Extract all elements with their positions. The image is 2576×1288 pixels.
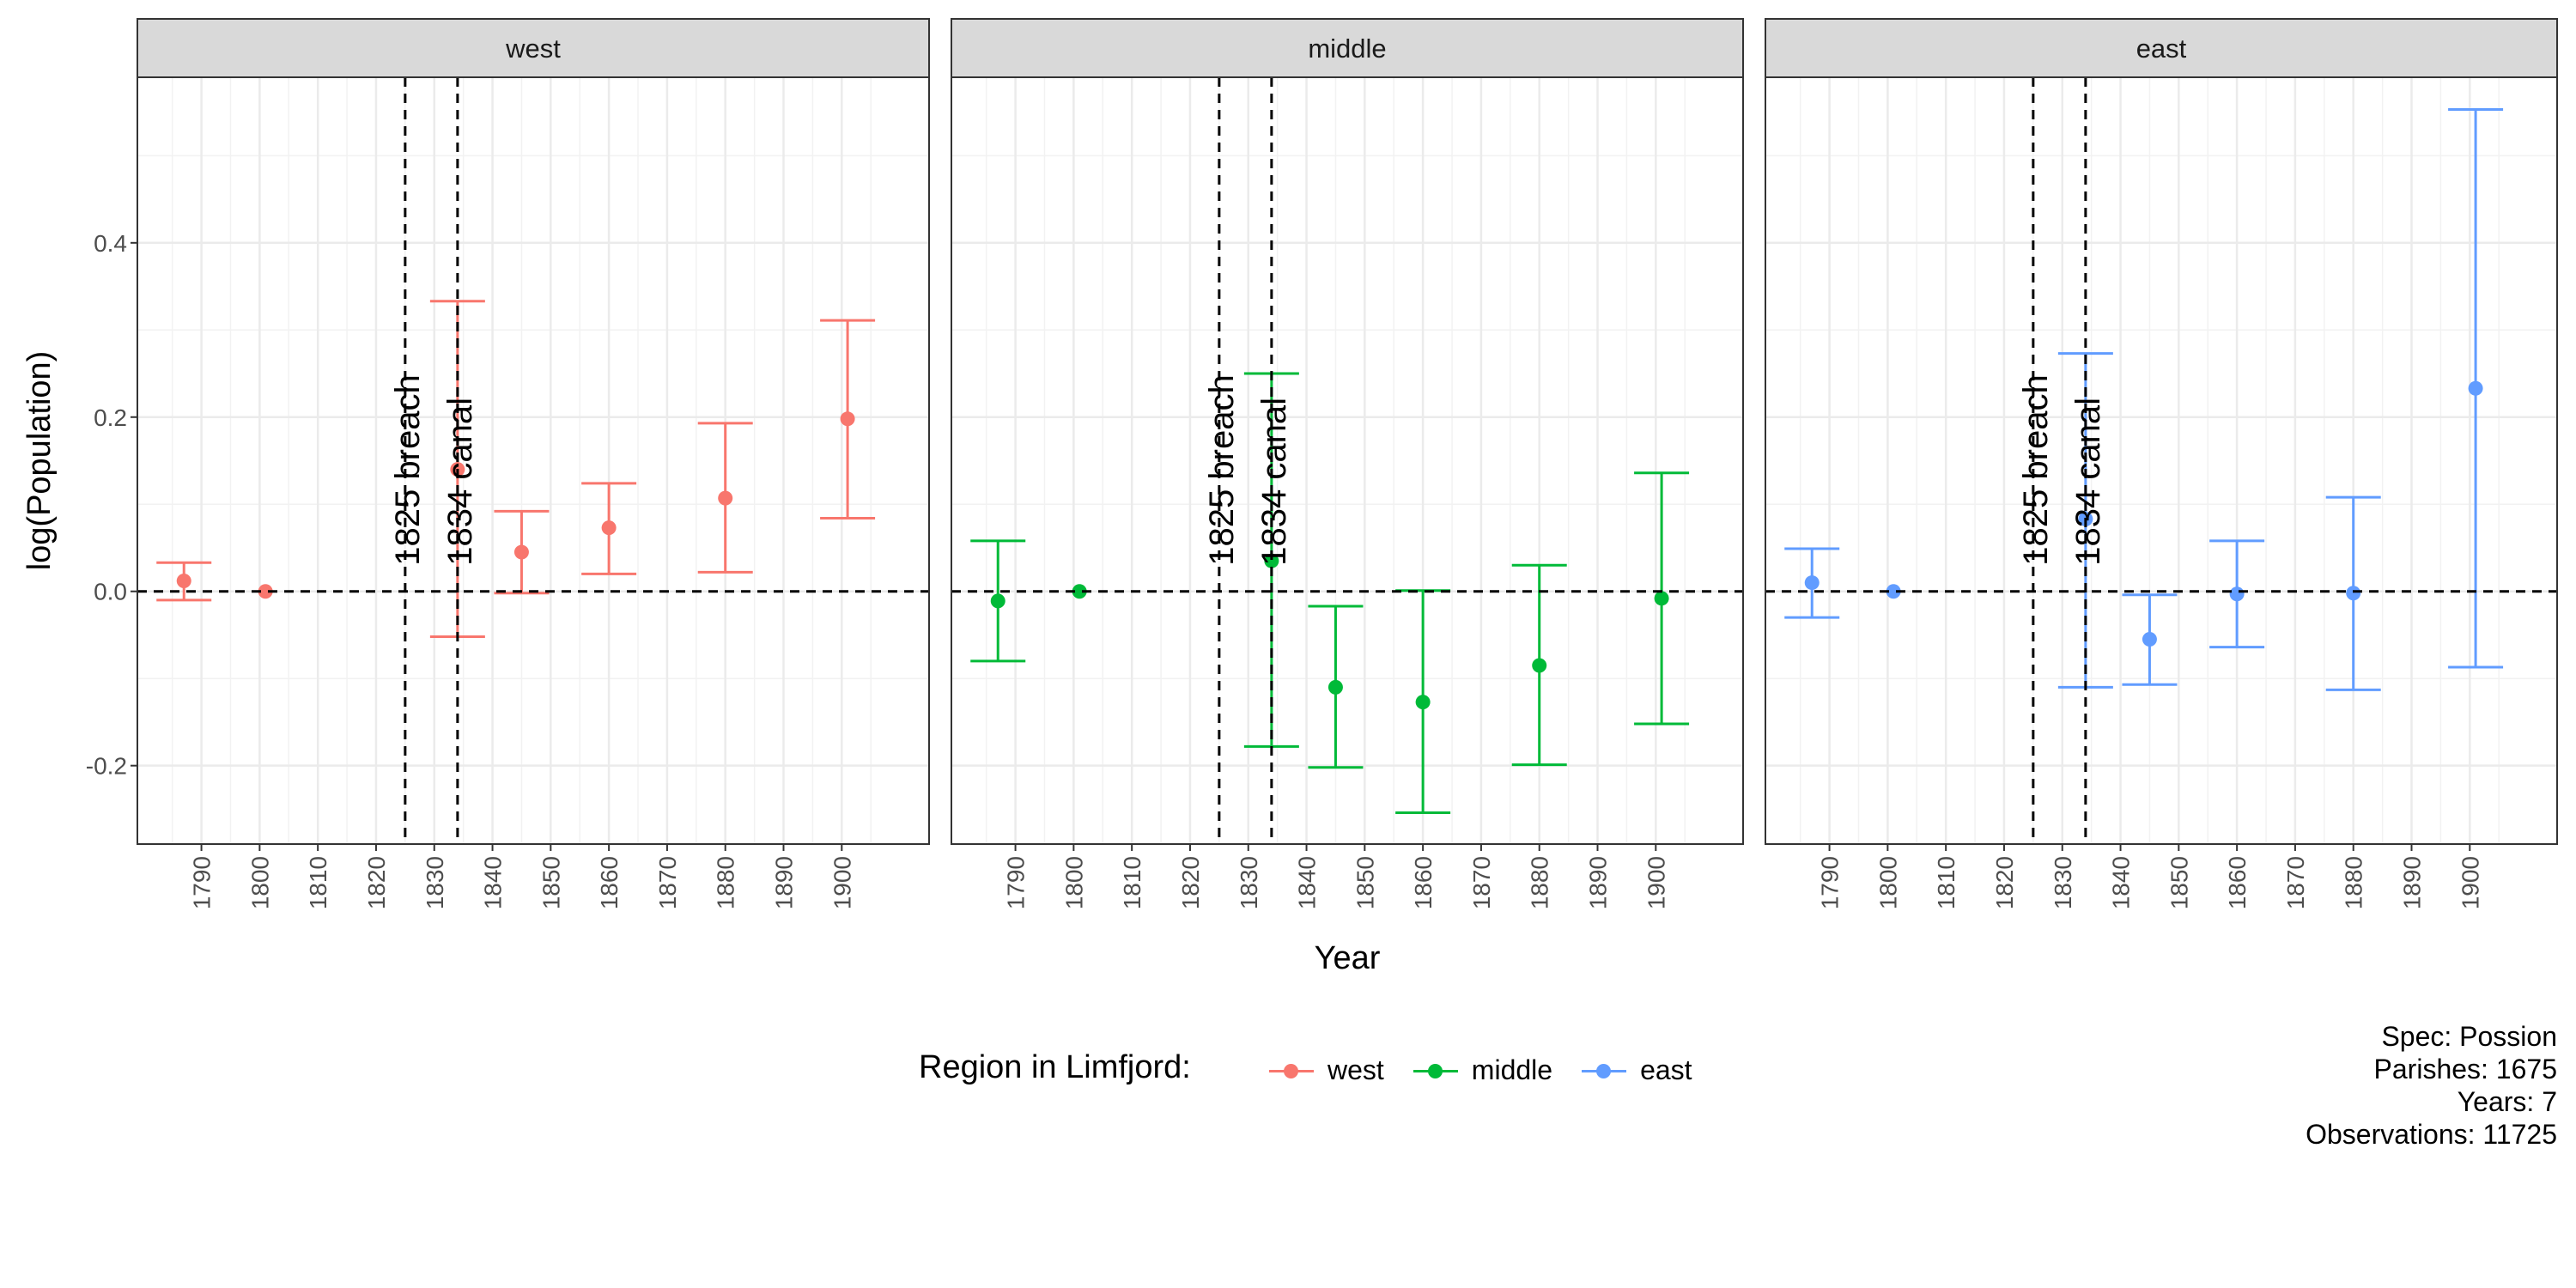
x-tick-label: 1810 xyxy=(305,856,331,909)
event-label: 1825 breach xyxy=(2017,374,2055,565)
legend-key-east xyxy=(1582,1058,1627,1084)
x-tick-label: 1790 xyxy=(189,856,216,909)
x-tick-label: 1890 xyxy=(2399,856,2426,909)
data-point xyxy=(718,490,733,506)
legend-key-middle xyxy=(1413,1058,1458,1084)
panel-background xyxy=(137,77,929,844)
event-label: 1825 breach xyxy=(389,374,427,565)
panel-background xyxy=(1765,77,2557,844)
data-point xyxy=(990,593,1005,609)
facet-panel-middle: middle 1825 breach 1834 canal 1790 1800 1810 1… xyxy=(951,18,1744,909)
legend-key-west xyxy=(1269,1058,1314,1084)
y-tick-label: 0.2 xyxy=(94,404,127,431)
facet-strip-label: west xyxy=(505,33,561,64)
x-tick-label: 1820 xyxy=(1177,856,1204,909)
x-tick-label: 1840 xyxy=(2108,856,2135,909)
data-point xyxy=(1327,679,1343,695)
data-point xyxy=(1264,553,1279,568)
data-point xyxy=(2229,586,2245,602)
panel-border xyxy=(137,76,930,845)
legend-title: Region in Limfjord: xyxy=(919,1049,1191,1085)
x-tick-label: 1840 xyxy=(480,856,507,909)
x-tick-label: 1900 xyxy=(2457,856,2483,909)
x-tick-label: 1870 xyxy=(2282,856,2309,909)
legend-label-west: west xyxy=(1327,1054,1384,1085)
panel-border xyxy=(1765,76,2558,845)
caption: Spec: Possion Parishes: 1675 Years: 7 Ob… xyxy=(2306,1020,2557,1151)
data-point xyxy=(176,574,191,589)
x-tick-label: 1840 xyxy=(1294,856,1321,909)
x-tick-label: 1800 xyxy=(1874,856,1901,909)
facet-strip xyxy=(951,18,1744,78)
x-tick-label: 1890 xyxy=(1585,856,1612,909)
caption-observations: Observations: 11725 xyxy=(2306,1119,2557,1150)
x-tick-label: 1800 xyxy=(1060,856,1087,909)
caption-parishes: Parishes: 1675 xyxy=(2373,1054,2557,1084)
x-tick-label: 1900 xyxy=(829,856,855,909)
x-tick-label: 1820 xyxy=(363,856,390,909)
panel-background xyxy=(951,77,1743,844)
y-axis-title: log(Population) xyxy=(21,351,58,571)
data-point xyxy=(2468,380,2483,396)
facet-strip xyxy=(1765,18,2558,78)
event-label: 1834 canal xyxy=(441,398,479,566)
x-tick-label: 1790 xyxy=(1817,856,1844,909)
data-point xyxy=(2142,632,2157,647)
data-point xyxy=(1886,584,1901,599)
panel-border xyxy=(951,76,1744,845)
x-tick-label: 1800 xyxy=(246,856,273,909)
data-point xyxy=(601,520,617,536)
data-point xyxy=(1804,575,1820,591)
x-tick-label: 1830 xyxy=(1236,856,1262,909)
x-tick-label: 1890 xyxy=(771,856,798,909)
data-point xyxy=(1654,591,1669,606)
facet-panel-west: west 1825 breach 1834 canal 1790 1800 1810 182… xyxy=(137,18,930,909)
facet-strip-label: middle xyxy=(1308,33,1386,64)
data-point xyxy=(840,411,855,427)
x-tick-label: 1830 xyxy=(2050,856,2076,909)
x-tick-label: 1810 xyxy=(1933,856,1959,909)
y-tick-label: 0.0 xyxy=(94,579,127,605)
x-tick-label: 1880 xyxy=(2341,856,2367,909)
event-label: 1834 canal xyxy=(2069,398,2107,566)
caption-spec: Spec: Possion xyxy=(2381,1021,2557,1052)
facet-strip xyxy=(137,18,930,78)
y-tick-label: 0.4 xyxy=(94,230,127,257)
x-tick-label: 1830 xyxy=(422,856,448,909)
event-label: 1834 canal xyxy=(1255,398,1293,566)
x-tick-label: 1870 xyxy=(654,856,681,909)
x-tick-label: 1850 xyxy=(1352,856,1378,909)
data-point xyxy=(1072,584,1087,599)
x-tick-label: 1900 xyxy=(1643,856,1669,909)
y-tick-label: -0.2 xyxy=(86,753,127,780)
x-tick-label: 1790 xyxy=(1003,856,1030,909)
x-tick-label: 1810 xyxy=(1119,856,1145,909)
x-tick-label: 1860 xyxy=(2224,856,2251,909)
caption-years: Years: 7 xyxy=(2457,1086,2557,1117)
data-point xyxy=(513,544,529,560)
event-label: 1825 breach xyxy=(1203,374,1241,565)
legend-item-east: east xyxy=(1582,1054,1692,1086)
data-point xyxy=(2346,586,2361,601)
legend-label-middle: middle xyxy=(1471,1054,1553,1085)
x-tick-label: 1880 xyxy=(713,856,739,909)
legend-item-middle: middle xyxy=(1413,1054,1552,1086)
facet-panel-east: east 1825 breach 1834 canal 1790 1800 1810 182… xyxy=(1765,18,2558,909)
x-tick-label: 1870 xyxy=(1468,856,1495,909)
data-point xyxy=(1415,695,1431,710)
legend-item-west: west xyxy=(1269,1054,1384,1086)
x-tick-label: 1880 xyxy=(1527,856,1553,909)
data-point xyxy=(258,584,273,599)
legend-label-east: east xyxy=(1640,1054,1692,1085)
legend: west middle east xyxy=(1269,1054,1692,1086)
x-axis-title: Year xyxy=(1315,940,1381,976)
x-tick-label: 1820 xyxy=(1991,856,2018,909)
x-tick-label: 1850 xyxy=(538,856,564,909)
facet-strip-label: east xyxy=(2136,33,2187,64)
x-tick-label: 1850 xyxy=(2166,856,2192,909)
x-tick-label: 1860 xyxy=(596,856,623,909)
data-point xyxy=(1532,658,1547,673)
x-tick-label: 1860 xyxy=(1410,856,1437,909)
